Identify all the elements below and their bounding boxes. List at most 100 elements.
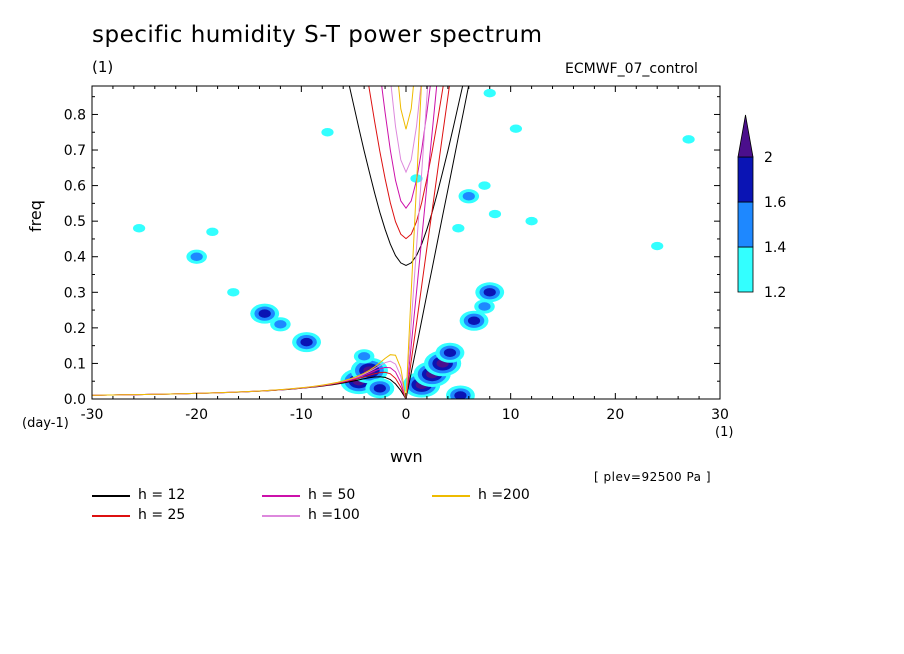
contour-level-1 [321,128,334,137]
colorbar-swatch [737,201,754,248]
contour-level-3 [483,288,496,297]
colorbar-swatch [737,246,754,293]
y-tick-label: 0.8 [64,107,86,123]
contour-blob [509,124,523,133]
contour-level-3 [300,337,313,347]
x-tick-label: 0 [402,407,411,423]
contour-level-1 [478,181,491,190]
x-tick-label: 20 [606,407,624,423]
kelvin-wave [405,86,470,399]
contour-level-1 [206,227,219,237]
contour-level-3 [373,384,386,393]
contour-level-2 [462,192,475,201]
contour-blob [483,88,496,98]
y-tick-label: 0.0 [64,392,86,408]
gravity-wave [348,86,464,267]
dispersion-curve [92,86,470,399]
contour-blob [353,349,375,364]
contour-blob [488,209,502,219]
kelvin-wave [405,86,429,399]
contour-level-3 [258,309,271,318]
x-axis-unit: (1) [715,425,734,440]
y-tick-label: 0.1 [64,356,86,372]
x-tick-label: 30 [711,407,729,423]
legend-item: h = 12 [92,487,252,505]
contour-blob [186,249,207,264]
x-axis-label: wvn [390,447,423,466]
contour-level-1 [525,216,538,226]
kelvin-wave [405,86,422,399]
legend-label: h =200 [478,487,530,503]
contour-level-3 [454,391,467,399]
legend-item: h =100 [262,507,422,525]
colorbar-label: 2 [764,150,773,166]
contour-blob [206,227,219,237]
contour-level-1 [227,288,240,297]
colorbar-label: 1.2 [764,285,786,301]
kelvin-wave [405,86,438,399]
x-tick-label: -30 [81,407,104,423]
legend-swatch [262,495,300,497]
contour-level-2 [358,352,371,361]
x-tick-label: -10 [290,407,313,423]
dispersion-curve [92,86,450,399]
y-axis-unit: (day-1) [22,416,69,431]
contour-level-2 [274,320,287,329]
gravity-wave [381,86,431,210]
plot-frame [91,85,721,400]
legend-swatch [262,515,300,517]
dispersion-curve [92,86,422,399]
contour-blob [250,303,280,324]
gravity-wave [398,86,414,130]
legend-swatch [92,495,130,497]
contour-blob [452,224,465,233]
contour-blob [459,310,489,331]
contour-level-2 [190,252,203,261]
x-tick-label: -20 [185,407,208,423]
y-tick-label: 0.2 [64,321,86,337]
y-tick-label: 0.3 [64,285,86,301]
contour-level-1 [682,135,695,144]
contour-blob [474,299,495,314]
contour-blob [525,216,538,226]
colorbar-label: 1.6 [764,195,786,211]
legend-item: h =200 [432,487,592,505]
dispersion-curve [92,86,438,399]
chart-title: specific humidity S-T power spectrum [92,22,543,48]
contour-level-3 [467,316,481,325]
contour-blob [475,282,505,303]
rossby-wave [92,354,407,399]
chart-subtitle: (1) [92,58,114,76]
dispersion-curve [92,86,429,399]
contour-blob [270,317,291,332]
x-tick-label: 10 [502,407,520,423]
legend-swatch [92,515,130,517]
y-tick-label: 0.5 [64,214,86,230]
y-tick-label: 0.7 [64,143,86,159]
contour-level-1 [509,124,523,133]
gravity-wave [390,86,422,174]
y-tick-label: 0.4 [64,250,86,266]
contour-level-1 [452,224,465,233]
colorbar-arrow [737,114,754,158]
contour-level-1 [132,224,146,233]
contour-level-3 [443,348,457,357]
contour-blob [651,241,664,251]
legend-label: h = 50 [308,487,356,503]
contour-level-1 [483,88,496,98]
dispersion-curves [92,86,470,399]
gravity-wave [368,86,444,240]
kelvin-wave [405,86,450,399]
contour-level-1 [651,241,664,251]
legend-label: h =100 [308,507,360,523]
contour-blob [365,378,395,399]
contour-blob [435,342,465,363]
contour-level-2 [478,302,491,311]
contour-blob [321,128,334,137]
legend-label: h = 25 [138,507,186,523]
plev-annotation: [ plev=92500 Pa ] [594,470,712,484]
contour-blob [132,224,146,233]
contour-blob [458,189,480,204]
legend-item: h = 50 [262,487,422,505]
colorbar-label: 1.4 [764,240,786,256]
